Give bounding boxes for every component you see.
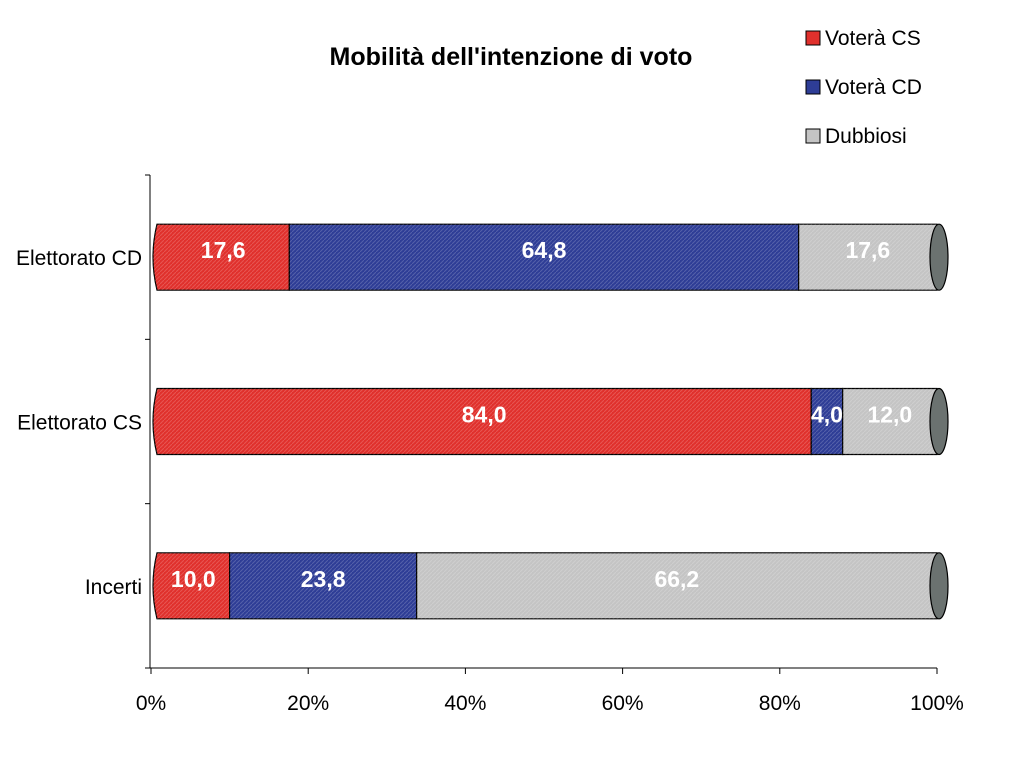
bar-segment-votera-cs-texture [153, 224, 290, 291]
axes: 0% 20% 40% 60% 80% 100% [136, 174, 964, 715]
bar-end-cap [929, 223, 949, 291]
category-label: Elettorato CS [17, 412, 142, 435]
legend-label: Voterà CD [825, 76, 922, 99]
data-label: 23,8 [301, 566, 346, 592]
bar-end-cap [929, 387, 949, 456]
x-tick-label: 80% [759, 692, 801, 715]
bar-segment-dubbiosi-texture [416, 552, 938, 619]
bar-segment-dubbiosi-texture [798, 224, 937, 291]
bar-group-incerti: Incerti 10,0 23,8 66,2 [85, 552, 949, 620]
x-tick-label: 20% [287, 692, 329, 715]
bar-end-cap [929, 552, 949, 620]
data-label: 64,8 [522, 237, 567, 263]
bar-group-elettorato-cd: Elettorato CD 17,6 64,8 17,6 [16, 223, 949, 291]
legend-item-votera-cs: Voterà CS [805, 27, 921, 50]
category-label: Elettorato CD [16, 247, 142, 270]
data-label: 17,6 [845, 237, 890, 263]
x-tick-label: 40% [444, 692, 486, 715]
data-label: 10,0 [171, 566, 216, 592]
data-label: 84,0 [462, 402, 507, 428]
legend-swatch [805, 128, 821, 144]
legend-label: Dubbiosi [825, 125, 907, 148]
data-label: 12,0 [867, 402, 912, 428]
x-tick-label: 100% [910, 692, 964, 715]
data-label: 17,6 [201, 237, 246, 263]
legend-label: Voterà CS [825, 27, 921, 50]
bar-segment-votera-cs-texture [153, 552, 230, 619]
bar-group-elettorato-cs: Elettorato CS 84,0 4,0 12,0 [17, 387, 949, 456]
data-label: 4,0 [811, 402, 843, 428]
bars: Elettorato CD 17,6 64,8 17,6 Elettorato CS 84… [16, 223, 949, 620]
bar-segment-votera-cd-texture [289, 224, 799, 291]
legend-item-dubbiosi: Dubbiosi [805, 125, 907, 148]
bar-segment-votera-cd-texture [811, 388, 843, 455]
chart-title: Mobilità dell'intenzione di voto [330, 43, 693, 71]
data-label: 66,2 [654, 566, 699, 592]
bar-segment-votera-cd-texture [229, 552, 417, 619]
x-tick-label: 60% [602, 692, 644, 715]
legend-item-votera-cd: Voterà CD [805, 76, 922, 99]
x-tick-label: 0% [136, 692, 166, 715]
bar-segment-votera-cs-texture [153, 388, 812, 455]
legend-swatch [805, 79, 821, 95]
bar-segment-dubbiosi-texture [842, 388, 937, 455]
legend: Voterà CS Voterà CD Dubbiosi [805, 27, 922, 148]
category-label: Incerti [85, 576, 142, 599]
legend-swatch [805, 30, 821, 46]
